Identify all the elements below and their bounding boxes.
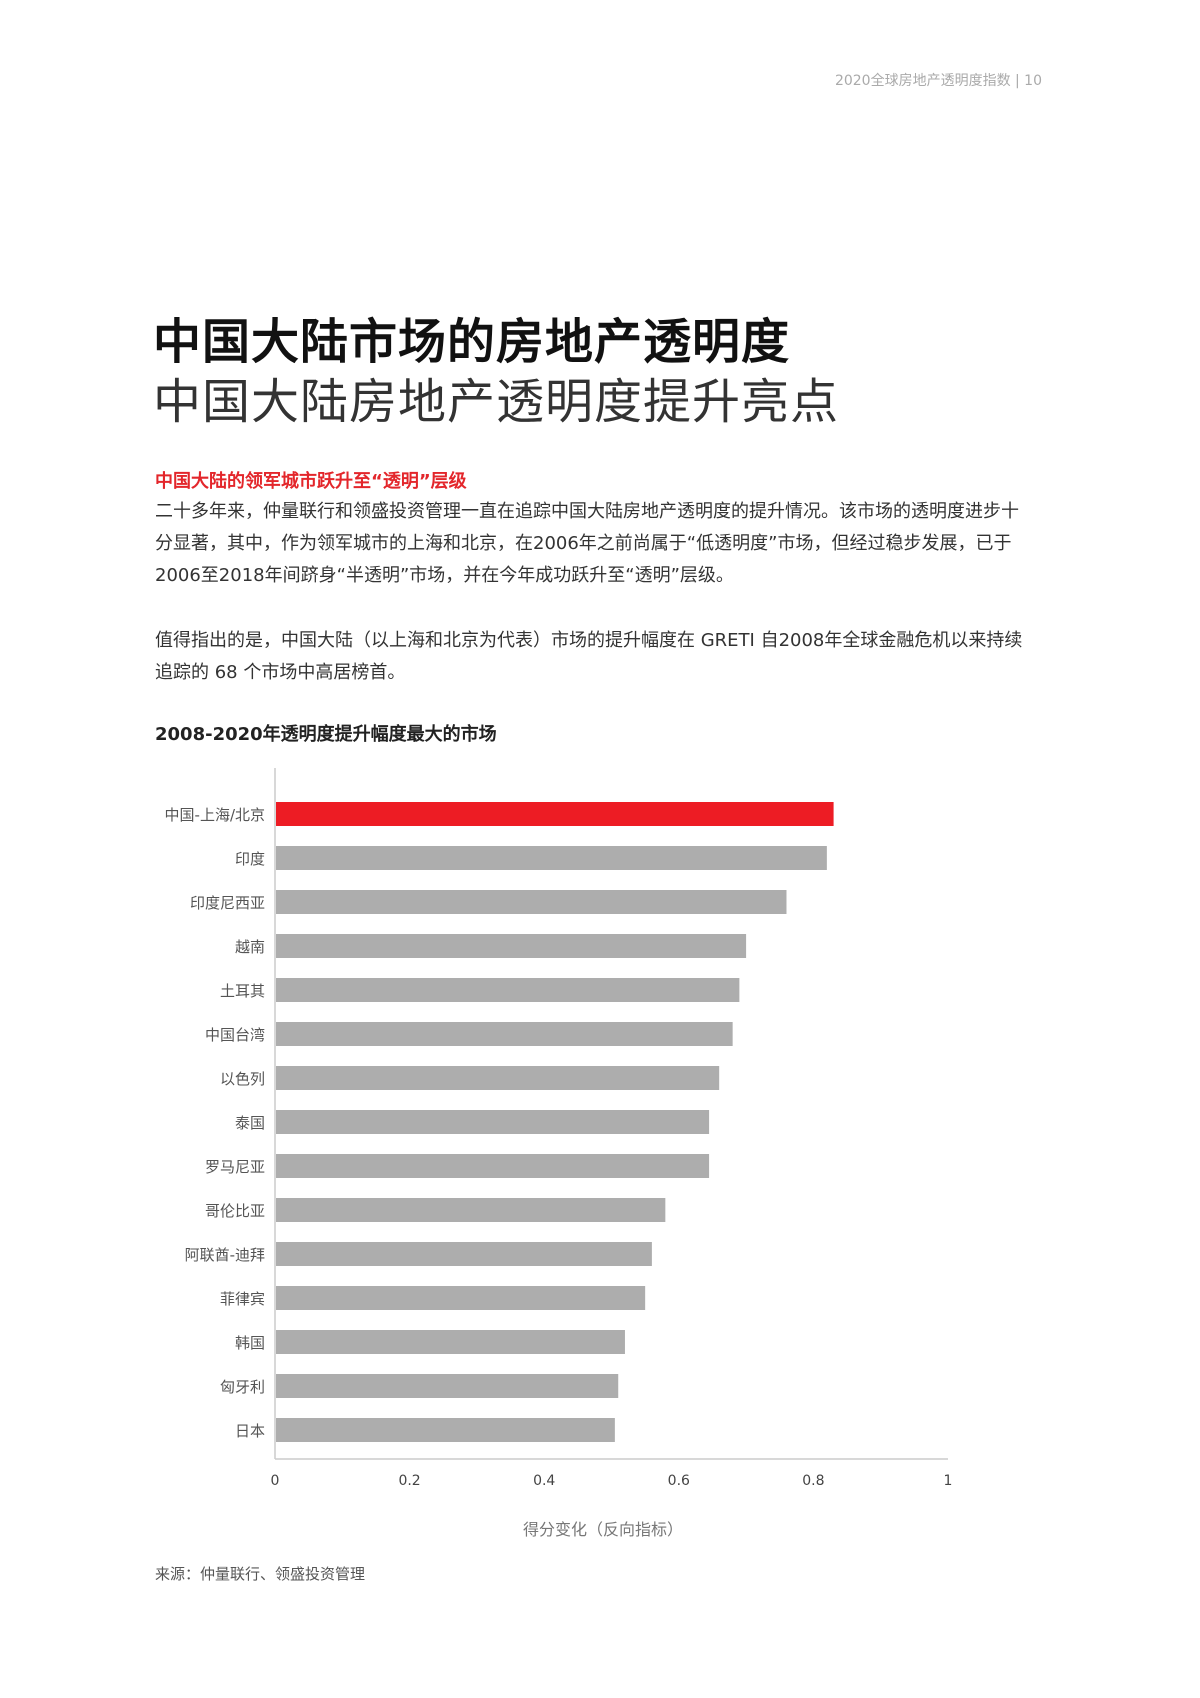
bar	[276, 1066, 720, 1090]
category-label: 哥伦比亚	[205, 1202, 265, 1220]
category-label: 土耳其	[220, 982, 265, 1000]
x-tick-label: 0.4	[533, 1473, 555, 1489]
x-axis-label: 得分变化（反向指标）	[523, 1520, 683, 1539]
x-tick-label: 0.6	[668, 1473, 690, 1489]
category-label: 中国-上海/北京	[165, 806, 265, 824]
category-label: 印度尼西亚	[190, 894, 265, 912]
x-tick-label: 0.2	[398, 1473, 420, 1489]
category-label: 韩国	[235, 1334, 265, 1352]
paragraph-2: 值得指出的是，中国大陆（以上海和北京为代表）市场的提升幅度在 GRETI 自20…	[155, 630, 1023, 683]
bar	[276, 1418, 615, 1442]
category-label: 以色列	[220, 1070, 265, 1088]
bar	[276, 1330, 625, 1354]
x-tick-label: 0	[271, 1473, 280, 1489]
category-label: 匈牙利	[220, 1378, 265, 1396]
category-label: 日本	[235, 1422, 265, 1440]
bar	[276, 1374, 619, 1398]
x-tick-label: 1	[944, 1473, 953, 1489]
category-label: 阿联酋-迪拜	[185, 1246, 265, 1264]
category-label: 越南	[235, 938, 265, 956]
category-label: 中国台湾	[205, 1026, 265, 1044]
category-label: 印度	[235, 850, 265, 868]
chart-title: 2008-2020年透明度提升幅度最大的市场	[155, 724, 497, 745]
bar	[276, 1242, 652, 1266]
bar	[276, 1110, 710, 1134]
page-title: 中国大陆市场的房地产透明度	[153, 314, 791, 370]
bar	[276, 802, 834, 826]
bar	[276, 1198, 666, 1222]
bar	[276, 1154, 710, 1178]
bar	[276, 934, 747, 958]
bar	[276, 1022, 733, 1046]
page-subtitle: 中国大陆房地产透明度提升亮点	[153, 374, 840, 430]
bar	[276, 846, 827, 870]
category-label: 泰国	[235, 1114, 265, 1132]
x-tick-label: 0.8	[802, 1473, 824, 1489]
paragraph-1: 二十多年来，仲量联行和领盛投资管理一直在追踪中国大陆房地产透明度的提升情况。该市…	[155, 501, 1019, 586]
category-label: 菲律宾	[220, 1290, 265, 1308]
bar	[276, 890, 787, 914]
source-note: 来源：仲量联行、领盛投资管理	[155, 1565, 366, 1583]
bar	[276, 978, 740, 1002]
category-label: 罗马尼亚	[205, 1158, 265, 1176]
running-header: 2020全球房地产透明度指数 | 10	[834, 73, 1042, 89]
section-heading: 中国大陆的领军城市跃升至“透明”层级	[155, 471, 467, 492]
bar	[276, 1286, 646, 1310]
